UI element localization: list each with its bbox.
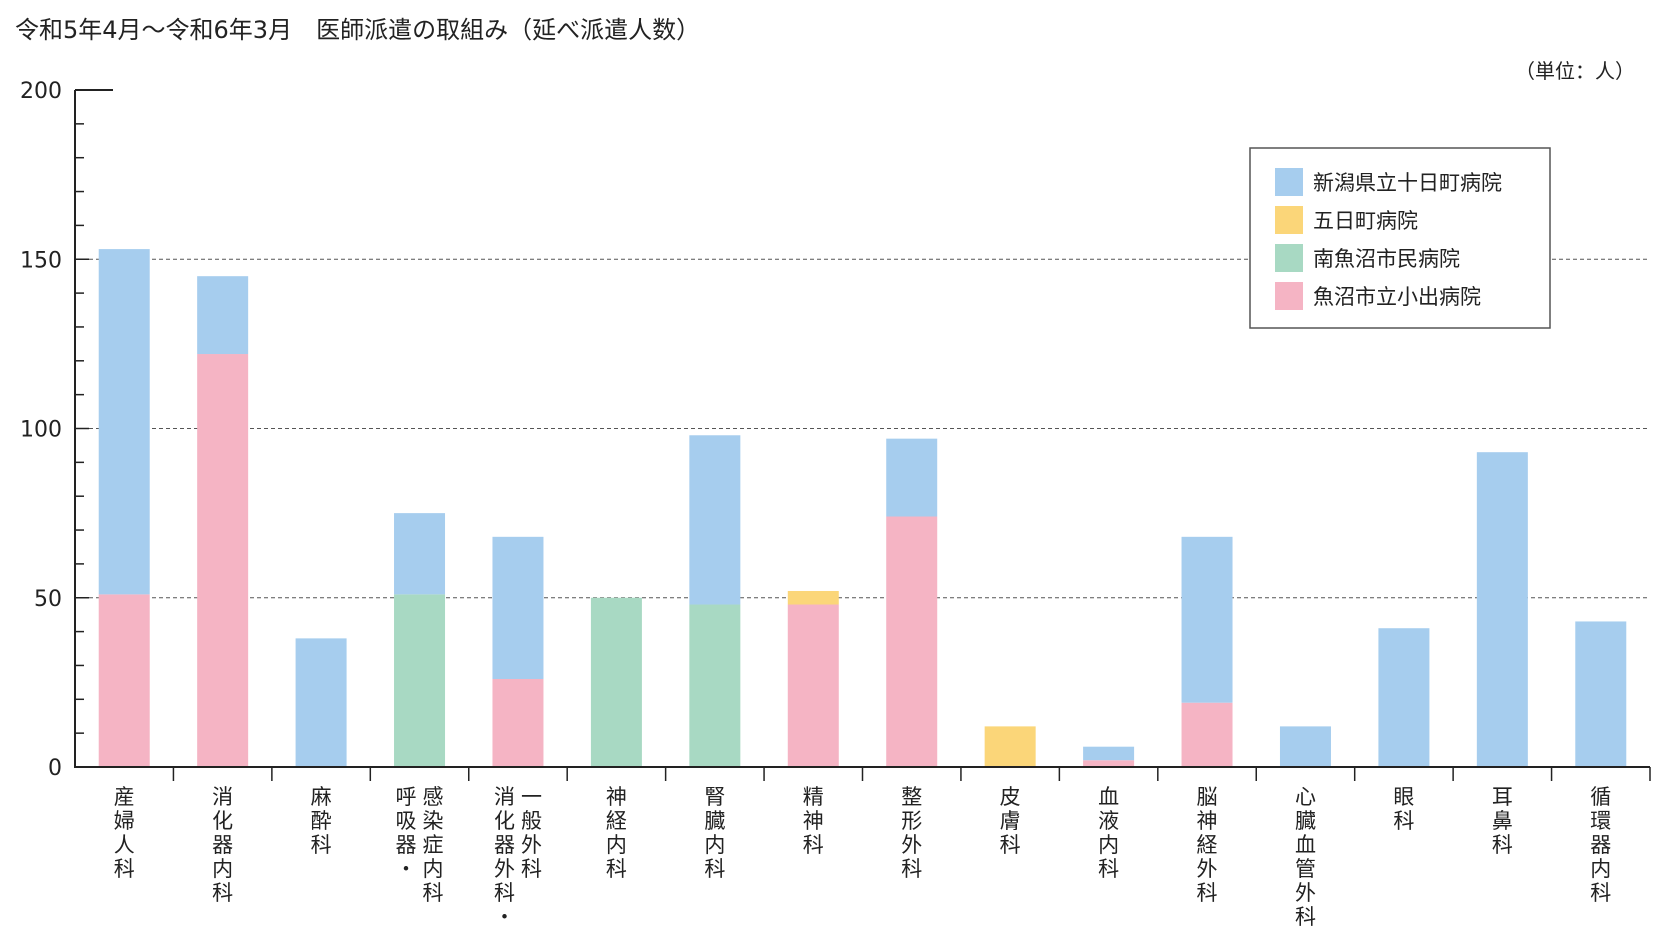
- bar-segment-9-2: [984, 726, 1036, 767]
- category-label-13-0: 眼科: [1393, 785, 1414, 833]
- bar-segment-4-3: [492, 536, 544, 679]
- category-label-9-0: 皮膚科: [1000, 785, 1021, 857]
- bar-segment-1-3: [197, 276, 249, 355]
- category-label-2-0: 麻酔科: [311, 785, 332, 857]
- bar-segment-8-3: [886, 438, 938, 517]
- y-tick-label-100: 100: [20, 418, 62, 443]
- bar-segment-12-3: [1279, 726, 1331, 767]
- bar-segment-5-1: [590, 597, 642, 767]
- legend-label-0: 新潟県立十日町病院: [1313, 171, 1502, 195]
- category-label-10-0: 血液内科: [1098, 785, 1119, 881]
- bar-segment-6-3: [689, 435, 741, 605]
- category-label-0-0: 産婦人科: [114, 785, 135, 881]
- category-label-6-0: 腎臓内科: [704, 785, 725, 881]
- category-label-4-0: 一般外科: [521, 785, 542, 881]
- bar-segment-11-3: [1181, 536, 1233, 703]
- category-label-11-0: 脳神経外科: [1197, 785, 1218, 905]
- category-label-3-0: 感染症内科: [423, 785, 444, 905]
- y-tick-label-0: 0: [48, 756, 62, 781]
- y-tick-label-200: 200: [20, 79, 62, 104]
- category-label-4-1: 消化器外科・: [494, 785, 515, 929]
- legend-label-2: 南魚沼市民病院: [1313, 247, 1460, 271]
- bar-segment-2-3: [295, 638, 347, 767]
- category-label-14-0: 耳鼻科: [1492, 785, 1513, 857]
- y-tick-label-150: 150: [20, 248, 62, 273]
- bar-segment-7-0: [787, 604, 839, 767]
- category-label-8-0: 整形外科: [901, 785, 922, 881]
- chart-title: 令和5年4月～令和6年3月 医師派遣の取組み（延べ派遣人数）: [15, 16, 700, 44]
- bar-segment-14-3: [1476, 452, 1528, 767]
- bar-segment-6-1: [689, 604, 741, 767]
- category-label-7-0: 精神科: [803, 785, 824, 857]
- bars: [98, 249, 1627, 767]
- bar-segment-11-0: [1181, 702, 1233, 767]
- category-label-15-0: 循環器内科: [1590, 785, 1611, 905]
- legend-swatch-2: [1275, 244, 1303, 272]
- bar-segment-15-3: [1575, 621, 1627, 767]
- category-label-12-0: 心臓血管外科: [1295, 785, 1316, 929]
- bar-segment-7-2: [787, 590, 839, 605]
- legend-label-3: 魚沼市立小出病院: [1313, 285, 1481, 309]
- bar-segment-0-0: [98, 594, 150, 767]
- bar-segment-13-3: [1378, 628, 1430, 767]
- legend-swatch-0: [1275, 168, 1303, 196]
- bar-segment-3-1: [394, 594, 446, 767]
- category-label-5-0: 神経内科: [606, 785, 627, 881]
- bar-segment-8-0: [886, 516, 938, 767]
- bar-segment-0-3: [98, 249, 150, 595]
- unit-label: （単位：人）: [1515, 59, 1635, 83]
- y-tick-label-50: 50: [34, 587, 62, 612]
- bar-segment-10-0: [1083, 760, 1135, 767]
- y-axis-ticks: 0 50 100 150 200: [20, 79, 89, 781]
- bar-segment-10-3: [1083, 746, 1135, 761]
- legend-swatch-1: [1275, 206, 1303, 234]
- category-label-1-0: 消化器内科: [212, 785, 233, 905]
- bar-segment-4-0: [492, 678, 544, 767]
- bar-segment-1-0: [197, 354, 249, 767]
- category-label-3-1: 呼吸器・: [396, 785, 417, 881]
- bar-segment-3-3: [394, 513, 446, 595]
- legend-label-1: 五日町病院: [1313, 209, 1418, 233]
- legend-swatch-3: [1275, 282, 1303, 310]
